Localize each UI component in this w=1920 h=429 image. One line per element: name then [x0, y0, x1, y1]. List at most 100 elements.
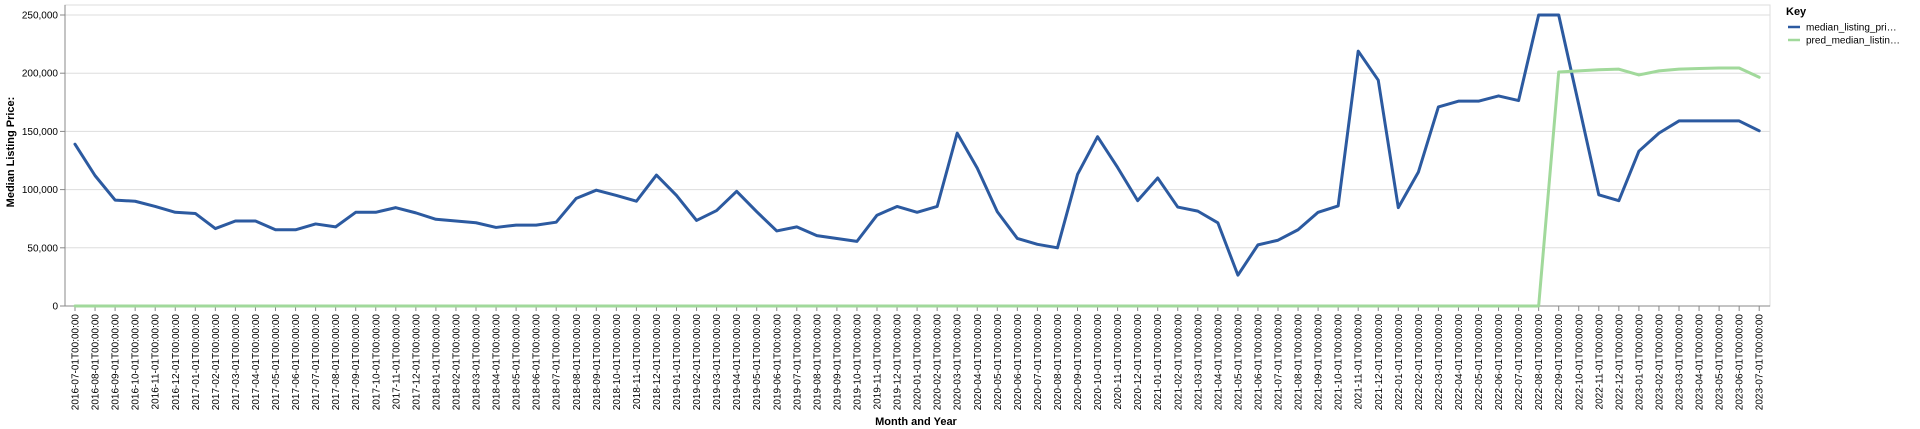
x-tick-label: 2021-04-01T00:00:00	[1213, 314, 1224, 411]
x-tick-label: 2016-12-01T00:00:00	[171, 314, 182, 411]
x-tick-label: 2020-06-01T00:00:00	[1013, 314, 1024, 411]
x-tick-label: 2019-03-01T00:00:00	[712, 314, 723, 411]
x-tick-label: 2021-10-01T00:00:00	[1334, 314, 1345, 411]
x-tick-label: 2019-10-01T00:00:00	[852, 314, 863, 411]
x-tick-label: 2021-03-01T00:00:00	[1193, 314, 1204, 411]
y-tick-label: 0	[52, 302, 58, 313]
x-tick-label: 2017-08-01T00:00:00	[331, 314, 342, 411]
x-tick-label: 2023-05-01T00:00:00	[1715, 314, 1726, 411]
x-tick-label: 2017-09-01T00:00:00	[351, 314, 362, 411]
legend-label-1: median_listing_pri…	[1806, 23, 1897, 34]
x-tick-label: 2018-12-01T00:00:00	[652, 314, 663, 411]
y-tick-label: 50,000	[27, 243, 58, 254]
x-tick-label: 2021-01-01T00:00:00	[1153, 314, 1164, 411]
x-tick-label: 2020-12-01T00:00:00	[1133, 314, 1144, 411]
x-tick-label: 2020-03-01T00:00:00	[953, 314, 964, 411]
legend-title: Key	[1786, 6, 1807, 18]
x-tick-label: 2016-09-01T00:00:00	[111, 314, 122, 411]
legend: Key median_listing_pri… pred_median_listi…	[1786, 6, 1900, 47]
x-tick-label: 2017-04-01T00:00:00	[251, 314, 262, 411]
series-line-2	[73, 66, 1761, 308]
x-tick-label: 2022-01-01T00:00:00	[1394, 314, 1405, 411]
x-tick-label: 2017-10-01T00:00:00	[371, 314, 382, 411]
x-tick-label: 2016-11-01T00:00:00	[151, 314, 162, 410]
x-tick-label: 2023-01-01T00:00:00	[1634, 314, 1645, 411]
x-tick-label: 2023-06-01T00:00:00	[1735, 314, 1746, 411]
x-tick-label: 2018-09-01T00:00:00	[592, 314, 603, 411]
x-tick-label: 2018-05-01T00:00:00	[512, 314, 523, 411]
series-line-1	[73, 13, 1761, 277]
x-tick-label: 2018-11-01T00:00:00	[632, 314, 643, 410]
x-tick-label: 2022-11-01T00:00:00	[1594, 314, 1605, 410]
x-tick-label: 2022-02-01T00:00:00	[1414, 314, 1425, 411]
x-tick-label: 2018-06-01T00:00:00	[532, 314, 543, 411]
x-tick-label: 2017-07-01T00:00:00	[311, 314, 322, 411]
x-tick-label: 2016-07-01T00:00:00	[71, 314, 82, 411]
x-tick-label: 2019-01-01T00:00:00	[672, 314, 683, 411]
series-lines	[73, 13, 1761, 308]
x-tick-label: 2017-02-01T00:00:00	[211, 314, 222, 411]
x-tick-label: 2021-05-01T00:00:00	[1233, 314, 1244, 411]
x-tick-label: 2020-07-01T00:00:00	[1033, 314, 1044, 411]
x-tick-label: 2022-03-01T00:00:00	[1434, 314, 1445, 411]
y-axis-title: Median Listing Price:	[5, 97, 17, 208]
x-tick-label: 2017-12-01T00:00:00	[411, 314, 422, 411]
x-tick-label: 2022-06-01T00:00:00	[1494, 314, 1505, 411]
x-tick-label: 2016-08-01T00:00:00	[91, 314, 102, 411]
x-tick-label: 2020-05-01T00:00:00	[993, 314, 1004, 411]
x-tick-label: 2019-06-01T00:00:00	[772, 314, 783, 411]
x-tick-label: 2016-10-01T00:00:00	[131, 314, 142, 411]
x-tick-label: 2018-08-01T00:00:00	[572, 314, 583, 411]
x-tick-label: 2021-12-01T00:00:00	[1374, 314, 1385, 411]
axes: 0 50,000 100,000 150,000 200,000 250,000 2016-…	[22, 5, 1770, 410]
x-tick-label: 2023-03-01T00:00:00	[1675, 314, 1686, 411]
x-tick-label: 2022-09-01T00:00:00	[1554, 314, 1565, 411]
y-tick-label: 100,000	[22, 185, 59, 196]
y-tick-label: 200,000	[22, 69, 59, 80]
x-tick-label: 2022-10-01T00:00:00	[1574, 314, 1585, 411]
x-tick-label: 2021-07-01T00:00:00	[1274, 314, 1285, 411]
x-tick-label: 2020-01-01T00:00:00	[913, 314, 924, 411]
legend-label-2: pred_median_listin…	[1806, 36, 1900, 47]
x-tick-label: 2021-06-01T00:00:00	[1253, 314, 1264, 411]
x-tick-label: 2022-07-01T00:00:00	[1514, 314, 1525, 411]
x-tick-label: 2019-11-01T00:00:00	[873, 314, 884, 410]
plot-frame	[64, 4, 1771, 307]
x-tick-label: 2020-11-01T00:00:00	[1113, 314, 1124, 410]
x-tick-label: 2023-04-01T00:00:00	[1695, 314, 1706, 411]
x-tick-label: 2018-03-01T00:00:00	[472, 314, 483, 411]
x-tick-label: 2018-02-01T00:00:00	[451, 314, 462, 411]
x-tick-label: 2018-07-01T00:00:00	[552, 314, 563, 411]
x-tick-label: 2019-08-01T00:00:00	[812, 314, 823, 411]
x-tick-label: 2021-11-01T00:00:00	[1354, 314, 1365, 410]
x-tick-label: 2022-08-01T00:00:00	[1534, 314, 1545, 411]
x-tick-label: 2019-02-01T00:00:00	[692, 314, 703, 411]
x-tick-label: 2019-04-01T00:00:00	[732, 314, 743, 411]
x-tick-label: 2021-02-01T00:00:00	[1173, 314, 1184, 411]
x-tick-label: 2020-09-01T00:00:00	[1073, 314, 1084, 411]
x-tick-label: 2018-10-01T00:00:00	[612, 314, 623, 411]
x-tick-label: 2021-09-01T00:00:00	[1314, 314, 1325, 411]
x-tick-label: 2022-05-01T00:00:00	[1474, 314, 1485, 411]
x-tick-label: 2023-07-01T00:00:00	[1755, 314, 1766, 411]
x-tick-label: 2022-12-01T00:00:00	[1614, 314, 1625, 411]
x-tick-label: 2018-04-01T00:00:00	[492, 314, 503, 411]
x-tick-label: 2017-03-01T00:00:00	[231, 314, 242, 411]
x-tick-label: 2019-09-01T00:00:00	[832, 314, 843, 411]
x-tick-label: 2019-12-01T00:00:00	[893, 314, 904, 411]
y-tick-label: 150,000	[22, 127, 59, 138]
x-tick-label: 2020-02-01T00:00:00	[933, 314, 944, 411]
x-tick-label: 2020-10-01T00:00:00	[1093, 314, 1104, 411]
y-tick-label: 250,000	[22, 11, 59, 22]
x-tick-label: 2019-07-01T00:00:00	[792, 314, 803, 411]
x-tick-label: 2017-05-01T00:00:00	[271, 314, 282, 411]
x-tick-label: 2019-05-01T00:00:00	[752, 314, 763, 411]
x-tick-label: 2022-04-01T00:00:00	[1454, 314, 1465, 411]
x-tick-label: 2023-02-01T00:00:00	[1654, 314, 1665, 411]
x-tick-label: 2020-08-01T00:00:00	[1053, 314, 1064, 411]
x-tick-label: 2021-08-01T00:00:00	[1294, 314, 1305, 411]
gridlines	[64, 4, 1771, 307]
x-tick-label: 2017-11-01T00:00:00	[391, 314, 402, 410]
x-tick-label: 2018-01-01T00:00:00	[431, 314, 442, 411]
